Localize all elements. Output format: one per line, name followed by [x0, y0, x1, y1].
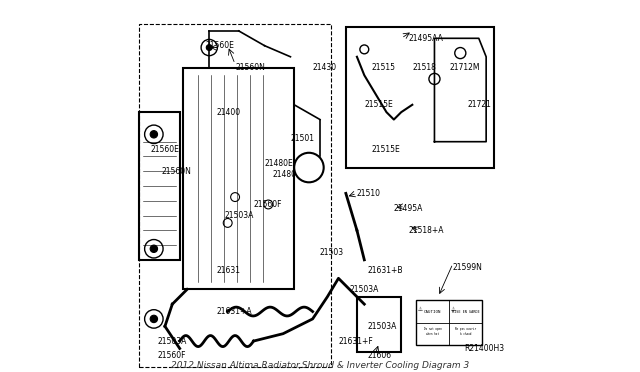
- Text: 21631+A: 21631+A: [216, 307, 252, 316]
- Text: 21560F: 21560F: [253, 200, 282, 209]
- Text: MISE EN GARDE: MISE EN GARDE: [452, 310, 479, 314]
- Text: 21515E: 21515E: [372, 145, 401, 154]
- Circle shape: [206, 45, 212, 51]
- Text: 21503A: 21503A: [157, 337, 187, 346]
- Text: 21480: 21480: [272, 170, 296, 179]
- Bar: [139, 23, 331, 367]
- Text: 21501: 21501: [291, 134, 314, 142]
- Text: 21560N: 21560N: [235, 63, 265, 72]
- Text: 21606: 21606: [368, 351, 392, 360]
- Text: ⚠: ⚠: [418, 307, 422, 312]
- Text: R21400H3: R21400H3: [464, 344, 504, 353]
- Text: 21518: 21518: [412, 63, 436, 72]
- Text: Ne pas ouvrir
à chaud: Ne pas ouvrir à chaud: [455, 327, 476, 336]
- Text: 21515E: 21515E: [364, 100, 393, 109]
- Text: 21503A: 21503A: [224, 211, 253, 220]
- Text: ⚠: ⚠: [451, 307, 456, 312]
- Text: 21560E: 21560E: [205, 41, 234, 50]
- Bar: [357, 297, 401, 352]
- Text: 21631+B: 21631+B: [368, 266, 403, 275]
- Text: 21599N: 21599N: [453, 263, 483, 272]
- Text: 21721: 21721: [468, 100, 492, 109]
- Text: 21503A: 21503A: [349, 285, 379, 294]
- Text: 21495A: 21495A: [394, 203, 423, 213]
- Text: 21430: 21430: [312, 63, 337, 72]
- Text: Do not open
when hot: Do not open when hot: [424, 327, 442, 336]
- Text: 21560F: 21560F: [157, 351, 186, 360]
- Text: 21560E: 21560E: [150, 145, 179, 154]
- Bar: [346, 27, 493, 167]
- Circle shape: [150, 315, 157, 323]
- Text: 2012 Nissan Altima Radiator,Shroud & Inverter Cooling Diagram 3: 2012 Nissan Altima Radiator,Shroud & Inv…: [171, 361, 469, 370]
- Text: 21510: 21510: [357, 189, 381, 198]
- Text: 21515: 21515: [372, 63, 396, 72]
- Circle shape: [150, 245, 157, 253]
- Text: 21400: 21400: [216, 108, 241, 117]
- Text: 21495AA: 21495AA: [408, 34, 444, 43]
- Text: 21631: 21631: [216, 266, 241, 275]
- Text: 21518+A: 21518+A: [408, 226, 444, 235]
- Text: 21631+F: 21631+F: [339, 337, 373, 346]
- Text: 21503: 21503: [320, 248, 344, 257]
- Text: 21503A: 21503A: [368, 322, 397, 331]
- Bar: [416, 301, 483, 345]
- Text: 21560N: 21560N: [161, 167, 191, 176]
- Text: CAUTION: CAUTION: [424, 310, 442, 314]
- Text: 21712M: 21712M: [449, 63, 480, 72]
- Circle shape: [150, 131, 157, 138]
- Text: 21480E: 21480E: [264, 159, 293, 169]
- Bar: [184, 68, 294, 289]
- Bar: [139, 112, 180, 260]
